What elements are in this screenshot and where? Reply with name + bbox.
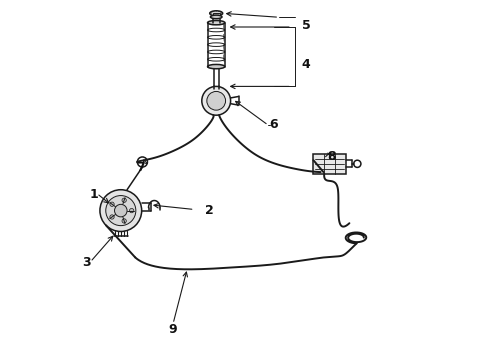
Text: 7: 7 — [136, 161, 145, 174]
Text: 9: 9 — [169, 323, 177, 336]
Circle shape — [115, 204, 127, 217]
Bar — [213, 13, 220, 17]
Circle shape — [202, 86, 231, 115]
Text: 6: 6 — [270, 118, 278, 131]
Circle shape — [129, 208, 134, 213]
Bar — [314, 154, 346, 174]
Circle shape — [207, 91, 225, 110]
Ellipse shape — [210, 15, 222, 19]
Text: 5: 5 — [302, 19, 311, 32]
Ellipse shape — [210, 11, 222, 16]
Circle shape — [110, 202, 114, 206]
Circle shape — [122, 198, 126, 202]
Text: 2: 2 — [205, 204, 213, 217]
Text: 3: 3 — [82, 256, 91, 269]
Circle shape — [100, 190, 142, 231]
Ellipse shape — [212, 21, 220, 24]
Ellipse shape — [208, 21, 225, 25]
Text: 8: 8 — [327, 150, 336, 163]
Ellipse shape — [208, 64, 225, 69]
Circle shape — [122, 219, 126, 223]
Circle shape — [110, 215, 114, 219]
Circle shape — [106, 195, 136, 226]
Text: 1: 1 — [90, 188, 98, 201]
Text: 4: 4 — [302, 58, 311, 71]
